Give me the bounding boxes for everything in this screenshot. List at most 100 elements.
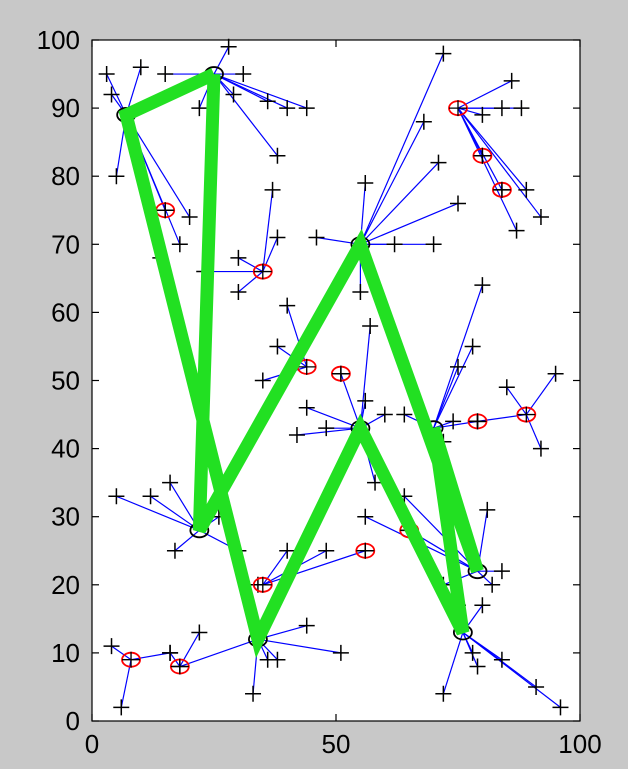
demand-point: [298, 617, 315, 634]
link-line: [296, 427, 361, 436]
demand-point: [166, 542, 183, 559]
y-tick-label: 80: [51, 161, 80, 191]
facility-cross: [356, 542, 375, 559]
demand-point: [362, 318, 379, 335]
axis-ticks: 0 10 20 30 40 50 60 70 80 90 100 0 50 100: [37, 25, 602, 759]
link-line: [433, 420, 478, 429]
link-line: [340, 373, 361, 429]
link-line: [262, 189, 274, 272]
link-line: [359, 121, 425, 245]
demand-point: [230, 249, 247, 266]
demand-point: [332, 644, 349, 661]
y-tick-label: 50: [51, 366, 80, 396]
facility-cross: [122, 651, 141, 668]
demand-point: [230, 283, 247, 300]
demand-point: [547, 365, 564, 382]
demand-point: [191, 624, 208, 641]
demand-point: [532, 209, 549, 226]
demand-point: [162, 644, 179, 661]
demand-point: [254, 372, 271, 389]
link-line: [238, 271, 264, 293]
y-tick-label: 30: [51, 502, 80, 532]
facility-cross: [449, 100, 467, 117]
demand-point: [503, 72, 520, 89]
link-line: [116, 495, 200, 531]
demand-point: [245, 685, 262, 702]
link-line: [316, 236, 361, 245]
demand-point: [464, 644, 481, 661]
demand-point: [357, 175, 374, 192]
link-line: [462, 632, 479, 667]
demand-point: [479, 501, 496, 518]
link-line: [213, 46, 230, 75]
x-tick-label: 0: [85, 729, 99, 759]
demand-point: [132, 59, 149, 76]
demand-point: [259, 93, 276, 110]
demand-point: [528, 678, 545, 695]
demand-point: [157, 66, 174, 83]
link-line: [359, 162, 439, 245]
demand-point: [396, 406, 413, 423]
y-tick-label: 90: [51, 93, 80, 123]
demand-point: [103, 638, 120, 655]
demand-point: [493, 651, 510, 668]
demand-point: [103, 86, 120, 103]
demand-point: [264, 181, 281, 198]
link-line: [120, 659, 132, 708]
demand-point: [181, 209, 198, 226]
demand-point: [269, 229, 286, 246]
link-line: [442, 632, 464, 694]
demand-point: [513, 100, 530, 117]
facility-cross: [170, 658, 189, 675]
link-line: [477, 570, 493, 586]
demand-point: [367, 474, 384, 491]
link-line: [462, 631, 561, 708]
demand-point: [415, 113, 432, 130]
demand-point: [430, 154, 447, 171]
link-line: [262, 237, 278, 272]
demand-point: [493, 100, 510, 117]
facility-cross: [468, 413, 487, 430]
link-line: [457, 80, 512, 109]
y-tick-label: 0: [66, 706, 80, 736]
demand-point: [474, 277, 491, 294]
demand-point: [474, 106, 491, 123]
link-line: [213, 73, 278, 157]
link-line: [238, 257, 264, 273]
demand-point: [279, 542, 296, 559]
link-line: [359, 53, 444, 245]
demand-point: [376, 406, 393, 423]
demand-point: [279, 297, 296, 314]
demand-point: [445, 413, 462, 430]
demand-point: [508, 222, 525, 239]
facility-cross: [473, 147, 492, 164]
demand-point: [357, 392, 374, 409]
demand-point: [142, 488, 159, 505]
link-line: [179, 638, 259, 668]
demand-point: [269, 651, 286, 668]
demand-point: [532, 440, 549, 457]
facility-cross: [297, 358, 316, 375]
link-line: [360, 202, 459, 245]
demand-point: [464, 338, 481, 355]
demand-point: [386, 236, 403, 253]
link-line: [506, 386, 527, 415]
facility-cross: [253, 576, 272, 593]
demand-point: [318, 420, 335, 437]
x-tick-label: 100: [558, 729, 601, 759]
link-line: [457, 107, 483, 116]
demand-point: [352, 283, 369, 300]
facility-cross: [331, 365, 350, 382]
demand-point: [425, 236, 442, 253]
y-tick-label: 40: [51, 434, 80, 464]
link-line: [130, 652, 171, 661]
demand-point: [474, 597, 491, 614]
demand-point: [357, 508, 374, 525]
facility-cross: [492, 181, 511, 198]
link-line: [213, 73, 307, 109]
link-line: [262, 550, 366, 586]
link-line: [150, 495, 200, 531]
link-line: [403, 495, 478, 572]
demand-point: [108, 488, 125, 505]
facility-markers: [121, 100, 537, 675]
